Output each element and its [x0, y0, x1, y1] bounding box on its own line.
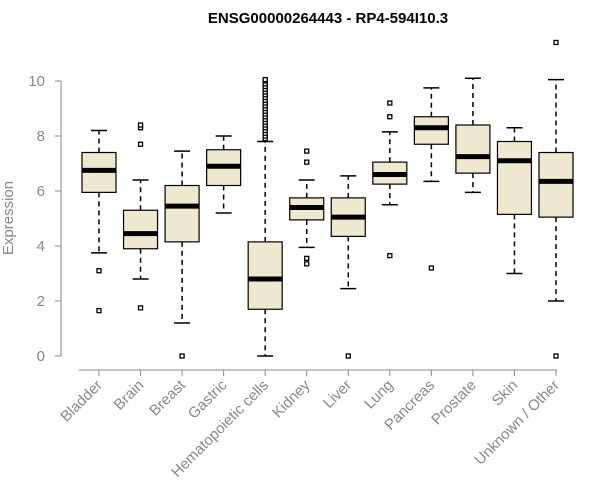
- x-tick-label: Bladder: [57, 377, 106, 426]
- outlier-point: [553, 39, 559, 46]
- box-group: [413, 87, 449, 271]
- outlier-point: [137, 141, 144, 147]
- y-ticks: 0 2 4 6 8 10: [28, 73, 61, 365]
- x-tick-label: Liver: [320, 377, 355, 412]
- outlier-point: [304, 159, 310, 165]
- outlier-point: [137, 305, 144, 311]
- box-group: [455, 77, 491, 194]
- outlier-point: [553, 353, 559, 359]
- iqr-box: [496, 140, 533, 215]
- x-tick-label: Kidney: [269, 376, 314, 421]
- y-tick-label: 6: [37, 183, 45, 200]
- outlier-point: [179, 353, 185, 359]
- y-tick-label: 10: [28, 73, 45, 90]
- x-tick-label: Breast: [146, 376, 189, 419]
- outlier-point: [387, 114, 393, 120]
- y-tick-label: 2: [37, 293, 45, 310]
- box-group: [330, 175, 366, 359]
- x-tick-label: Brain: [111, 377, 148, 414]
- outlier-point: [137, 122, 144, 128]
- outlier-point: [428, 265, 435, 271]
- box-group: [289, 148, 325, 267]
- y-tick-label: 8: [37, 128, 45, 145]
- outlier-point: [387, 100, 393, 106]
- x-tick-label: Prostate: [428, 377, 480, 429]
- box-group: [496, 127, 533, 275]
- box-group: [122, 122, 159, 311]
- box-group: [164, 150, 200, 359]
- outlier-point: [262, 76, 268, 83]
- box-group: [81, 129, 117, 314]
- outlier-point: [387, 252, 393, 259]
- outlier-point: [345, 353, 351, 359]
- box-group: [247, 76, 283, 357]
- box-group: [206, 135, 242, 214]
- boxes: [81, 39, 574, 359]
- outlier-point: [96, 307, 102, 314]
- x-tick-label: Skin: [489, 377, 522, 410]
- outlier-point: [304, 261, 310, 267]
- chart-title: ENSG00000264443 - RP4-594I10.3: [208, 10, 448, 27]
- outlier-point: [304, 255, 310, 262]
- iqr-box: [455, 124, 491, 174]
- iqr-box: [538, 151, 574, 218]
- y-tick-label: 4: [37, 238, 45, 255]
- x-tick-label: Lung: [361, 377, 397, 413]
- iqr-box: [122, 209, 159, 250]
- box-group: [372, 100, 408, 259]
- outlier-point: [304, 148, 310, 154]
- y-axis-label: Expression: [0, 181, 17, 255]
- outlier-point: [96, 268, 102, 274]
- y-tick-label: 0: [37, 348, 45, 365]
- iqr-box: [247, 241, 283, 310]
- iqr-box: [413, 116, 449, 145]
- box-group: [538, 39, 574, 359]
- iqr-box: [164, 184, 200, 243]
